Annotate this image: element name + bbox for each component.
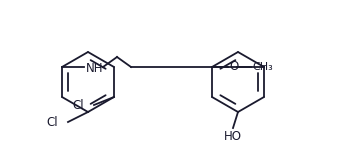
Text: CH₃: CH₃ [252,62,273,72]
Text: HO: HO [224,130,242,143]
Text: Cl: Cl [72,98,84,112]
Text: NH: NH [86,62,103,74]
Text: O: O [229,60,238,74]
Text: Cl: Cl [46,116,58,128]
